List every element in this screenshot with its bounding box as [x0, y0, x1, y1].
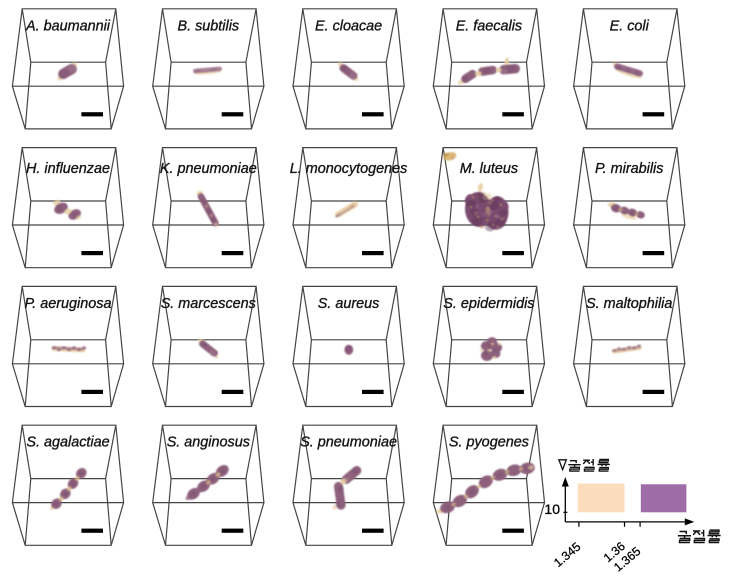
- svg-text:E. cloacae: E. cloacae: [315, 18, 382, 34]
- svg-text:S. anginosus: S. anginosus: [167, 435, 250, 451]
- svg-text:S. pneumoniae: S. pneumoniae: [300, 435, 397, 451]
- svg-text:B. subtilis: B. subtilis: [178, 18, 240, 34]
- svg-text:S. marcescens: S. marcescens: [161, 296, 256, 312]
- svg-text:E. faecalis: E. faecalis: [456, 18, 522, 34]
- svg-text:10: 10: [544, 501, 560, 517]
- svg-text:A. baumannii: A. baumannii: [25, 18, 111, 34]
- svg-text:S. maltophilia: S. maltophilia: [586, 296, 672, 312]
- svg-text:H. influenzae: H. influenzae: [26, 161, 110, 177]
- svg-text:S. agalactiae: S. agalactiae: [26, 435, 109, 451]
- svg-text:K. pneumoniae: K. pneumoniae: [160, 161, 257, 177]
- svg-text:S. aureus: S. aureus: [318, 296, 380, 312]
- svg-text:S. pyogenes: S. pyogenes: [449, 435, 529, 451]
- svg-text:M. luteus: M. luteus: [460, 161, 518, 177]
- svg-text:E. coli: E. coli: [610, 18, 650, 34]
- svg-text:L. monocytogenes: L. monocytogenes: [290, 161, 408, 177]
- svg-text:P. mirabilis: P. mirabilis: [595, 161, 664, 177]
- svg-text:P. aeruginosa: P. aeruginosa: [25, 296, 112, 312]
- svg-text:S. epidermidis: S. epidermidis: [443, 296, 534, 312]
